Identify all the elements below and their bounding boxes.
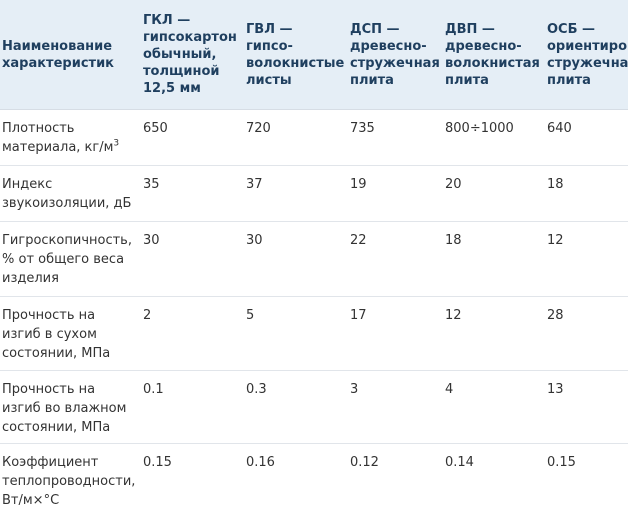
row-label-line: материала, кг/м3	[2, 138, 137, 157]
row-label-line: Коэффициент	[2, 455, 99, 470]
header-line: волокнистая	[445, 55, 540, 71]
cell-value: 640	[545, 109, 628, 166]
cell-value: 22	[348, 221, 443, 297]
cell-value: 19	[348, 165, 443, 222]
header-line: ГВЛ —	[246, 21, 293, 37]
cell-value: 0.1	[141, 370, 244, 444]
header-line: гипсокартон	[143, 30, 237, 45]
cell-value: 17	[348, 296, 443, 371]
header-line: древесно-	[350, 38, 427, 54]
cell-value: 720	[244, 109, 348, 166]
row-label: Прочность на изгиб во влажном состоянии,…	[0, 370, 141, 444]
header-line: обычный,	[143, 47, 217, 62]
cell-value: 800÷1000	[443, 109, 545, 166]
cell-value: 2	[141, 296, 244, 371]
table-row-thermal-conductivity: Коэффициент теплопроводности, Вт/м×°С 0.…	[0, 443, 628, 508]
cell-value: 0.15	[141, 443, 244, 508]
cell-value: 0.3	[244, 370, 348, 444]
row-label-line: изгиб во влажном	[2, 401, 127, 416]
row-label: Плотность материала, кг/м3	[0, 109, 141, 166]
cell-value: 28	[545, 296, 628, 371]
header-line: стружечная	[547, 55, 628, 71]
cell-value: 0.14	[443, 443, 545, 508]
table-body: Плотность материала, кг/м3 650 720 735 8…	[0, 109, 628, 508]
row-label-line: Прочность на	[2, 382, 96, 397]
row-label: Гигроскопичность, % от общего веса издел…	[0, 221, 141, 297]
header-row: Наименование характеристик ГКЛ — гипсока…	[0, 0, 628, 110]
row-label-line: Гигроскопичность,	[2, 233, 132, 248]
row-label-line: Плотность	[2, 121, 75, 136]
cell-value: 0.15	[545, 443, 628, 508]
header-osb: ОСБ — ориентиров стружечная плита	[545, 0, 628, 110]
header-dsp: ДСП — древесно- стружечная плита	[348, 0, 443, 110]
row-label: Прочность на изгиб в сухом состоянии, МП…	[0, 296, 141, 371]
header-dvp: ДВП — древесно- волокнистая плита	[443, 0, 545, 110]
row-label-line: теплопроводности,	[2, 474, 136, 489]
header-line: стружечная	[350, 55, 440, 71]
cell-value: 18	[443, 221, 545, 297]
cell-value: 30	[244, 221, 348, 297]
header-gvl: ГВЛ — гипсо- волокнистые листы	[244, 0, 348, 110]
cell-value: 18	[545, 165, 628, 222]
cell-value: 735	[348, 109, 443, 166]
header-line: ГКЛ —	[143, 13, 191, 28]
cell-value: 0.12	[348, 443, 443, 508]
cell-value: 35	[141, 165, 244, 222]
cell-value: 650	[141, 109, 244, 166]
table-row-density: Плотность материала, кг/м3 650 720 735 8…	[0, 109, 628, 166]
header-line: плита	[445, 72, 489, 88]
cell-value: 20	[443, 165, 545, 222]
header-line: толщиной	[143, 64, 220, 79]
row-label-line: состоянии, МПа	[2, 346, 111, 361]
header-characteristic-name: Наименование характеристик	[0, 0, 141, 110]
header-line: древесно-	[445, 38, 522, 54]
row-label: Коэффициент теплопроводности, Вт/м×°С	[0, 443, 141, 508]
table-row-sound-insulation: Индекс звукоизоляции, дБ 35 37 19 20 18	[0, 165, 628, 222]
cell-value: 0.16	[244, 443, 348, 508]
row-label-line: состоянии, МПа	[2, 420, 111, 435]
header-line: 12,5 мм	[143, 81, 201, 96]
header-line: ДСП —	[350, 21, 400, 37]
table-header: Наименование характеристик ГКЛ — гипсока…	[0, 0, 628, 110]
header-line: плита	[350, 72, 394, 88]
unit-superscript: 3	[113, 138, 120, 149]
table-row-wet-bending-strength: Прочность на изгиб во влажном состоянии,…	[0, 370, 628, 444]
row-label-line: Вт/м×°С	[2, 493, 60, 508]
header-line: гипсо-	[246, 38, 293, 54]
cell-value: 30	[141, 221, 244, 297]
cell-value: 13	[545, 370, 628, 444]
row-label-line: Прочность на	[2, 308, 96, 323]
table-row-dry-bending-strength: Прочность на изгиб в сухом состоянии, МП…	[0, 296, 628, 371]
cell-value: 4	[443, 370, 545, 444]
row-label-line: Индекс	[2, 177, 53, 192]
header-line: характеристик	[2, 55, 114, 71]
row-label-line: изгиб в сухом	[2, 327, 97, 342]
header-line: плита	[547, 72, 591, 88]
cell-value: 5	[244, 296, 348, 371]
header-line: ДВП —	[445, 21, 495, 37]
row-label-line: % от общего веса	[2, 252, 125, 267]
cell-value: 3	[348, 370, 443, 444]
row-label-line: звукоизоляции, дБ	[2, 196, 132, 211]
row-label: Индекс звукоизоляции, дБ	[0, 165, 141, 222]
header-line: листы	[246, 72, 292, 88]
header-line: волокнистые	[246, 55, 345, 71]
header-line: Наименование	[2, 38, 113, 54]
row-label-text: материала, кг/м	[2, 140, 114, 155]
cell-value: 12	[545, 221, 628, 297]
row-label-line: изделия	[2, 271, 59, 286]
header-line: ОСБ —	[547, 21, 596, 37]
cell-value: 12	[443, 296, 545, 371]
cell-value: 37	[244, 165, 348, 222]
header-gkl: ГКЛ — гипсокартон обычный, толщиной 12,5…	[141, 0, 244, 110]
header-line: ориентиров	[547, 38, 628, 54]
table-row-hygroscopicity: Гигроскопичность, % от общего веса издел…	[0, 221, 628, 297]
